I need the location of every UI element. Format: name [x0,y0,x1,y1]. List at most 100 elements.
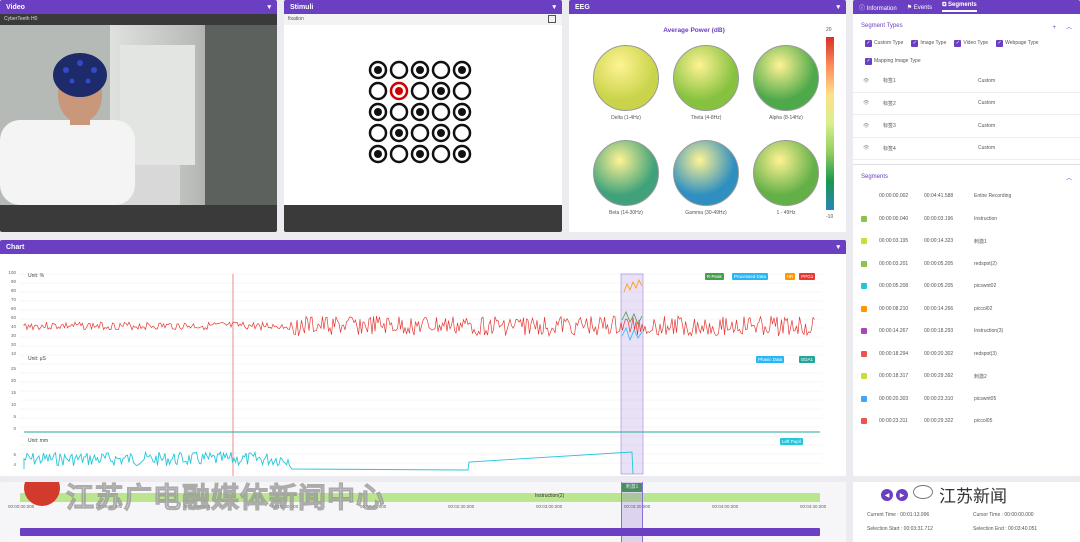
check-icon: ✓ [865,40,872,47]
y-tick-label: 70 [10,297,16,302]
chevron-up-icon[interactable]: ︿ [1065,175,1072,182]
y-tick-label: 10 [10,402,16,407]
y-tick-label: 15 [10,390,16,395]
eeg-map-label: 1 - 49Hz [776,210,796,216]
video-frame [0,25,277,205]
eeg-head-map [753,140,819,206]
tab-information[interactable]: ⓘ Information [859,5,897,12]
segment-end: 00:04:41.588 [924,193,954,200]
eeg-topomap: Beta (14-30Hz) [591,140,661,222]
checkbox-video-type[interactable]: ✓ Video Type [954,35,988,52]
add-icon[interactable]: + [1052,24,1056,31]
timeline-tick-label: 00:01:00.000 [184,504,211,509]
physiology-chart[interactable] [0,254,846,476]
segment-row[interactable]: 00:00:05.208 00:00:05.205 picswnt02 [853,275,1080,298]
eeg-panel: EEG ▾ Average Power (dB) Delta (1-4Hz) Th… [569,0,846,232]
legend-item[interactable]: HR [784,273,796,280]
segment-start: 00:00:14.267 [879,328,909,335]
checkbox-label: Custom Type [874,40,904,46]
segment-row[interactable]: 00:00:03.201 00:00:05.205 redspot(2) [853,253,1080,276]
legend-item[interactable]: PPG1 [799,273,816,280]
watermark-wechat-text: 江苏新闻 [939,487,1007,507]
legend-item[interactable]: R-Peak [704,273,724,280]
segment-type-row[interactable]: 👁 标签4 Custom [853,138,1080,160]
timeline-scrollbar[interactable] [20,528,820,536]
chevron-up-icon[interactable]: ︿ [1065,24,1072,31]
segment-row[interactable]: 00:00:00.040 00:00:03.196 Instruction [853,208,1080,231]
tab-segments[interactable]: ⧉ Segments [942,2,977,12]
timeline-selection[interactable] [621,482,643,542]
segment-color-icon [861,215,867,222]
segment-type-row[interactable]: 👁 标签1 Custom [853,70,1080,93]
chart-panel: Chart ▾ Unit: % Unit: μS Unit: mm PPG1 HR… [0,240,846,476]
unit-label-pupil: Unit: mm [28,438,48,444]
segment-list: 00:00:00.002 00:04:41.588 Entire Recording… [853,185,1080,433]
timeline-panel: Instruction(2) 刺激1 00:00:00.000 00:00:30.… [0,482,846,542]
segment-type-row[interactable]: 👁 标签2 Custom [853,93,1080,115]
fullscreen-icon[interactable] [548,15,556,23]
y-tick-label: 30 [10,333,16,338]
sidebar-tabs: ⓘ Information ⚑ Events ⧉ Segments [853,0,1080,14]
legend-item[interactable]: Left Pupil [780,438,803,445]
segment-row[interactable]: 00:00:18.294 00:00:20.302 redspot(3) [853,343,1080,366]
divider [853,164,1080,165]
segment-name: piccol02 [974,305,993,312]
segment-name: Instruction [974,215,998,222]
segment-types-title: Segment Types [861,23,903,29]
collapse-caret-icon[interactable]: ▾ [267,4,271,11]
eeg-colorbar [826,37,834,210]
segment-type-name: 标签4 [883,145,896,152]
checkbox-label: Image Type [920,40,947,46]
timeline-tick-label: 00:03:00.000 [536,504,563,509]
segment-row[interactable]: 00:00:08.210 00:00:14.266 piccol02 [853,298,1080,321]
eye-icon[interactable]: 👁 [863,145,870,152]
segment-type-row[interactable]: 👁 标签3 Custom [853,115,1080,138]
eye-icon[interactable]: 👁 [863,77,870,84]
eeg-map-label: Theta (4-8Hz) [690,115,722,121]
segment-type-kind: Custom [978,100,996,107]
eye-icon[interactable]: 👁 [863,122,870,129]
segment-end: 00:00:20.302 [924,350,954,357]
segment-color-icon [861,260,867,267]
segment-start: 00:00:00.002 [879,193,909,200]
checkbox-webpage-type[interactable]: ✓ Webpage Type [996,35,1039,52]
eye-icon[interactable]: 👁 [863,100,870,107]
legend-item[interactable]: Processed Data [732,273,769,280]
collapse-caret-icon[interactable]: ▾ [552,4,556,11]
timeline-segment-bar[interactable] [20,493,820,502]
checkbox-custom-type[interactable]: ✓ Custom Type [865,35,903,52]
segment-name: picswnt05 [974,395,997,402]
tab-events[interactable]: ⚑ Events [906,4,933,11]
legend-item[interactable]: Phasic Data [756,356,785,363]
segment-row[interactable]: 00:00:18.317 00:00:29.392 刺激2 [853,365,1080,388]
segment-types-header: Segment Types + ︿ [853,18,1080,34]
stimuli-subtitle: fixation [284,14,562,25]
eeg-map-label: Gamma (30-49Hz) [685,210,727,216]
selection-band[interactable] [620,273,644,475]
segment-end: 00:00:18.293 [924,328,954,335]
collapse-caret-icon[interactable]: ▾ [836,4,840,11]
play-icon[interactable]: ▶ [896,489,908,501]
collapse-caret-icon[interactable]: ▾ [836,244,840,251]
segment-start: 00:00:18.317 [879,373,909,380]
checkbox-image-type[interactable]: ✓ Image Type [911,35,946,52]
current-time: Current Time : 00:01:13.996 [867,512,930,518]
check-icon: ✓ [911,40,919,47]
segment-name: 刺激1 [974,238,987,245]
segment-end: 00:00:03.196 [924,215,954,222]
segment-row[interactable]: 00:00:23.311 00:00:29.322 piccol05 [853,410,1080,433]
segment-row[interactable]: 00:00:03.195 00:00:14.323 刺激1 [853,230,1080,253]
segment-type-kind: Custom [978,77,996,84]
segment-row[interactable]: 00:00:20.303 00:00:23.310 picswnt05 [853,388,1080,411]
eeg-topomap: Theta (4-8Hz) [671,45,741,127]
segment-row[interactable]: 00:00:14.267 00:00:18.293 Instruction(3) [853,320,1080,343]
segment-end: 00:00:14.323 [924,238,954,245]
segment-row[interactable]: 00:00:00.002 00:04:41.588 Entire Recording [853,185,1080,208]
eeg-heading: Average Power (dB) [663,27,725,34]
segment-color-icon [861,283,867,290]
legend-item[interactable]: EDA1 [799,356,815,363]
checkbox-mapping-image-type[interactable]: ✓ Mapping Image Type [865,53,921,70]
segment-end: 00:00:29.392 [924,373,954,380]
rewind-icon[interactable]: ◀ [881,489,893,501]
eeg-head-map [673,140,739,206]
